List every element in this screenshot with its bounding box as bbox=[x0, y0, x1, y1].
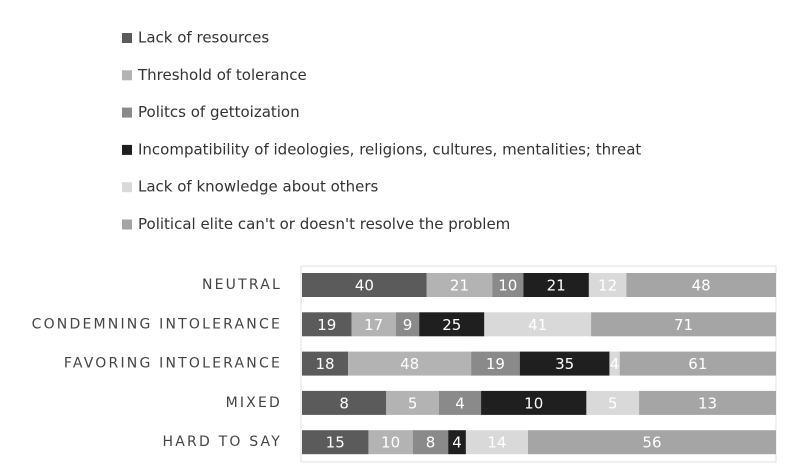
bar-segment bbox=[438, 390, 482, 415]
data-label: 8 bbox=[339, 394, 349, 412]
bar-segment bbox=[484, 312, 592, 337]
data-label: 10 bbox=[524, 394, 543, 412]
bar-segment bbox=[523, 273, 589, 297]
data-label: 4 bbox=[452, 434, 462, 452]
legend-label: Lack of knowledge about others bbox=[138, 178, 379, 196]
bar-segment bbox=[302, 390, 387, 415]
bar-segment bbox=[465, 430, 528, 455]
data-label: 19 bbox=[486, 355, 505, 373]
data-label: 61 bbox=[688, 355, 707, 373]
data-label: 25 bbox=[442, 316, 461, 334]
data-label: 18 bbox=[316, 355, 335, 373]
category-label: FAVORING INTOLERANCE bbox=[64, 356, 282, 372]
data-label: 35 bbox=[555, 355, 574, 373]
data-label: 48 bbox=[692, 277, 711, 295]
bar-segment bbox=[471, 351, 520, 376]
category-label: NEUTRAL bbox=[202, 277, 282, 293]
data-label: 41 bbox=[528, 316, 547, 334]
legend-swatch bbox=[122, 182, 132, 193]
data-label: 8 bbox=[426, 434, 436, 452]
data-label: 17 bbox=[364, 316, 383, 334]
data-label: 48 bbox=[400, 355, 419, 373]
legend-label: Political elite can't or doesn't resolve… bbox=[138, 215, 510, 233]
data-label: 10 bbox=[498, 277, 517, 295]
data-label: 40 bbox=[355, 277, 374, 295]
bar-segment bbox=[302, 273, 427, 297]
data-label: 9 bbox=[403, 316, 413, 334]
bar-segment bbox=[619, 351, 776, 376]
bar-segment bbox=[368, 430, 413, 455]
legend-label: Politcs of gettoization bbox=[138, 103, 300, 121]
bar-segment bbox=[626, 273, 776, 297]
data-label: 4 bbox=[455, 394, 465, 412]
data-label: 71 bbox=[674, 316, 693, 334]
data-label: 12 bbox=[598, 277, 617, 295]
bar-segment bbox=[481, 390, 587, 415]
data-label: 5 bbox=[408, 394, 418, 412]
category-label: CONDEMNING INTOLERANCE bbox=[32, 316, 282, 332]
data-label: 5 bbox=[608, 394, 618, 412]
bar-segment bbox=[448, 430, 466, 455]
legend-swatch bbox=[122, 107, 132, 118]
bar-segment bbox=[426, 273, 493, 297]
bar-segment bbox=[609, 351, 620, 376]
data-label: 19 bbox=[317, 316, 336, 334]
bar-segment bbox=[302, 351, 349, 376]
bar-segment bbox=[588, 273, 627, 297]
bar-segment bbox=[591, 312, 776, 337]
category-label: HARD TO SAY bbox=[163, 434, 282, 450]
data-label: 10 bbox=[381, 434, 400, 452]
bar-segment bbox=[348, 351, 472, 376]
bar-segment bbox=[419, 312, 485, 337]
bar-segment bbox=[527, 430, 776, 455]
data-label: 13 bbox=[698, 394, 717, 412]
legend-swatch bbox=[122, 219, 132, 230]
legend-swatch bbox=[122, 144, 132, 155]
bar-segment bbox=[492, 273, 524, 297]
data-label: 4 bbox=[610, 355, 620, 373]
legend-label: Threshold of tolerance bbox=[137, 66, 307, 84]
data-label: 56 bbox=[642, 434, 661, 452]
bar-segment bbox=[639, 390, 776, 415]
data-label: 15 bbox=[326, 434, 345, 452]
bar-segment bbox=[302, 430, 369, 455]
bar-segment bbox=[412, 430, 449, 455]
bar-segment bbox=[519, 351, 610, 376]
category-label: MIXED bbox=[226, 395, 282, 411]
legend-label: Incompatibility of ideologies, religions… bbox=[138, 140, 641, 158]
bar-segment bbox=[386, 390, 439, 415]
bar-segment bbox=[395, 312, 420, 337]
legend-swatch bbox=[122, 33, 132, 43]
data-label: 21 bbox=[547, 277, 566, 295]
data-label: 21 bbox=[450, 277, 469, 295]
legend-swatch bbox=[122, 70, 132, 81]
bar-segment bbox=[302, 312, 352, 337]
legend-label: Lack of resources bbox=[138, 29, 269, 47]
bar-segment bbox=[351, 312, 396, 337]
bar-segment bbox=[586, 390, 640, 415]
data-label: 14 bbox=[487, 434, 506, 452]
